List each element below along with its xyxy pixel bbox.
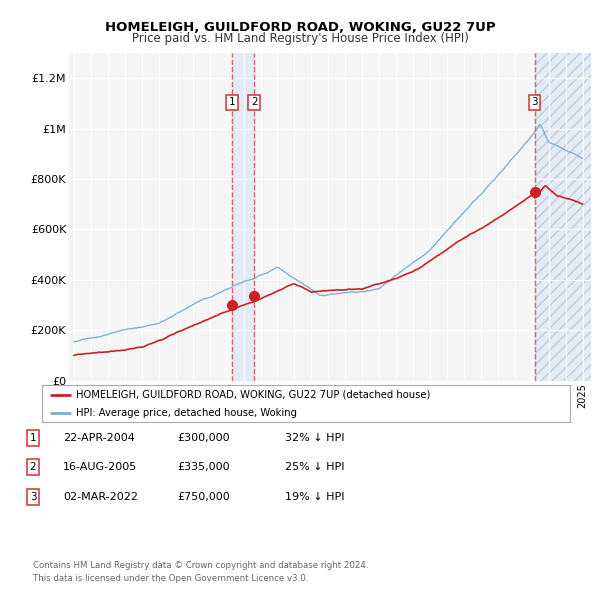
Text: 22-APR-2004: 22-APR-2004 xyxy=(63,433,135,442)
Text: 3: 3 xyxy=(29,492,37,502)
Text: HPI: Average price, detached house, Woking: HPI: Average price, detached house, Woki… xyxy=(76,408,298,418)
Text: Contains HM Land Registry data © Crown copyright and database right 2024.
This d: Contains HM Land Registry data © Crown c… xyxy=(33,560,368,583)
Text: £750,000: £750,000 xyxy=(177,492,230,502)
Text: 19% ↓ HPI: 19% ↓ HPI xyxy=(285,492,344,502)
Text: 02-MAR-2022: 02-MAR-2022 xyxy=(63,492,138,502)
Bar xyxy=(535,53,591,381)
Text: HOMELEIGH, GUILDFORD ROAD, WOKING, GU22 7UP: HOMELEIGH, GUILDFORD ROAD, WOKING, GU22 … xyxy=(104,21,496,34)
Text: 1: 1 xyxy=(229,97,235,107)
Text: £335,000: £335,000 xyxy=(177,463,230,472)
Text: 1: 1 xyxy=(29,433,37,442)
Text: 2: 2 xyxy=(29,463,37,472)
Text: HOMELEIGH, GUILDFORD ROAD, WOKING, GU22 7UP (detached house): HOMELEIGH, GUILDFORD ROAD, WOKING, GU22 … xyxy=(76,390,431,399)
Text: £300,000: £300,000 xyxy=(177,433,230,442)
Text: 32% ↓ HPI: 32% ↓ HPI xyxy=(285,433,344,442)
Bar xyxy=(535,53,591,381)
Text: 25% ↓ HPI: 25% ↓ HPI xyxy=(285,463,344,472)
Text: 3: 3 xyxy=(531,97,538,107)
Text: Price paid vs. HM Land Registry's House Price Index (HPI): Price paid vs. HM Land Registry's House … xyxy=(131,32,469,45)
Text: 2: 2 xyxy=(251,97,257,107)
Text: 16-AUG-2005: 16-AUG-2005 xyxy=(63,463,137,472)
Bar xyxy=(232,53,254,381)
